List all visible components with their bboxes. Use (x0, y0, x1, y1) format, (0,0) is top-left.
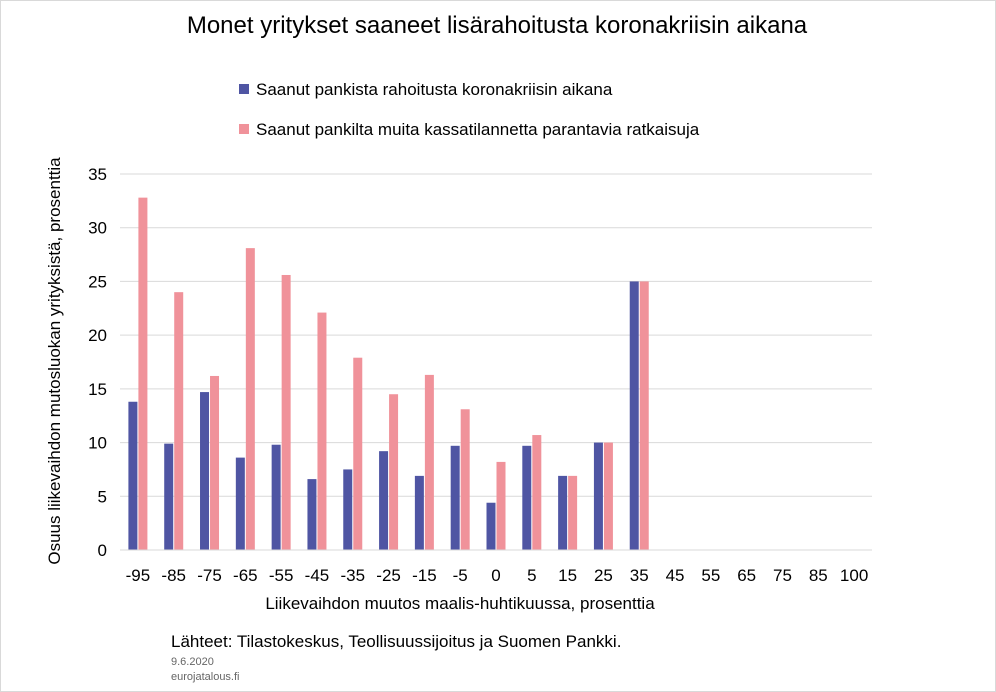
x-tick-label: -15 (412, 566, 437, 585)
bar-bank-financing (235, 457, 245, 550)
y-axis-ticks: 0 5 10 15 20 25 30 35 (88, 165, 107, 560)
bars (128, 197, 649, 551)
legend-label-other-solutions: Saanut pankilta muita kassatilannetta pa… (256, 120, 700, 139)
publication-date: 9.6.2020 (171, 656, 214, 668)
bar-other-solutions (317, 312, 327, 550)
x-tick-label: 55 (701, 566, 720, 585)
y-tick-label: 25 (88, 272, 107, 291)
y-tick-label: 10 (88, 434, 107, 453)
bar-bank-financing (522, 445, 532, 550)
bar-other-solutions (603, 442, 613, 550)
x-tick-label: 85 (809, 566, 828, 585)
bar-other-solutions (568, 475, 578, 550)
legend-swatch-bank-financing (239, 84, 249, 94)
bar-other-solutions (496, 461, 506, 550)
x-tick-label: -45 (305, 566, 330, 585)
x-tick-label: 15 (558, 566, 577, 585)
bar-bank-financing (486, 502, 496, 550)
bar-other-solutions (353, 357, 363, 550)
y-tick-label: 30 (88, 219, 107, 238)
y-axis-label: Osuus liikevaihdon mutosluokan yrityksis… (45, 157, 64, 565)
bar-bank-financing (450, 445, 460, 550)
x-tick-label: 35 (630, 566, 649, 585)
y-tick-label: 15 (88, 380, 107, 399)
bar-bank-financing (307, 479, 317, 550)
source-note: Lähteet: Tilastokeskus, Teollisuussijoit… (171, 632, 621, 651)
x-tick-label: 65 (737, 566, 756, 585)
bar-other-solutions (281, 274, 291, 550)
y-tick-label: 35 (88, 165, 107, 184)
chart-title: Monet yritykset saaneet lisärahoitusta k… (187, 12, 808, 39)
bar-other-solutions (245, 248, 255, 550)
y-tick-label: 20 (88, 326, 107, 345)
bar-other-solutions (460, 409, 470, 550)
x-tick-label: 25 (594, 566, 613, 585)
legend: Saanut pankista rahoitusta koronakriisin… (239, 80, 700, 139)
bar-bank-financing (271, 444, 281, 550)
x-tick-label: -55 (269, 566, 294, 585)
x-axis-ticks: -95 -85 -75 -65 -55 -45 -35 -25 -15 -5 0 5 15 25 35 45 5… (126, 566, 869, 585)
x-tick-label: -5 (453, 566, 468, 585)
bar-bank-financing (343, 469, 353, 550)
bar-bank-financing (164, 443, 174, 550)
x-tick-label: -65 (233, 566, 258, 585)
x-tick-label: 5 (527, 566, 536, 585)
bar-bank-financing (200, 392, 210, 550)
bar-bank-financing (593, 442, 603, 550)
site-name: eurojatalous.fi (171, 671, 240, 683)
bar-bank-financing (414, 475, 424, 550)
y-tick-label: 5 (98, 487, 107, 506)
x-tick-label: 45 (666, 566, 685, 585)
legend-label-bank-financing: Saanut pankista rahoitusta koronakriisin… (256, 80, 613, 99)
bar-bank-financing (629, 281, 639, 550)
legend-swatch-other-solutions (239, 124, 249, 134)
x-tick-label: -75 (197, 566, 222, 585)
gridlines (120, 173, 872, 497)
bar-bank-financing (379, 451, 389, 550)
bar-other-solutions (424, 374, 434, 550)
bar-other-solutions (389, 394, 399, 550)
bar-bank-financing (558, 475, 568, 550)
bar-other-solutions (174, 292, 184, 550)
x-axis-label: Liikevaihdon muutos maalis-huhtikuussa, … (265, 594, 655, 613)
bar-other-solutions (639, 281, 649, 550)
y-tick-label: 0 (98, 541, 107, 560)
bar-other-solutions (210, 375, 220, 550)
bar-other-solutions (532, 435, 542, 550)
x-tick-label: 75 (773, 566, 792, 585)
bar-bank-financing (128, 401, 138, 550)
x-tick-label: 100 (840, 566, 868, 585)
x-tick-label: -85 (161, 566, 186, 585)
x-tick-label: 0 (491, 566, 500, 585)
x-tick-label: -35 (340, 566, 365, 585)
bar-other-solutions (138, 197, 148, 551)
x-tick-label: -25 (376, 566, 401, 585)
x-tick-label: -95 (126, 566, 151, 585)
